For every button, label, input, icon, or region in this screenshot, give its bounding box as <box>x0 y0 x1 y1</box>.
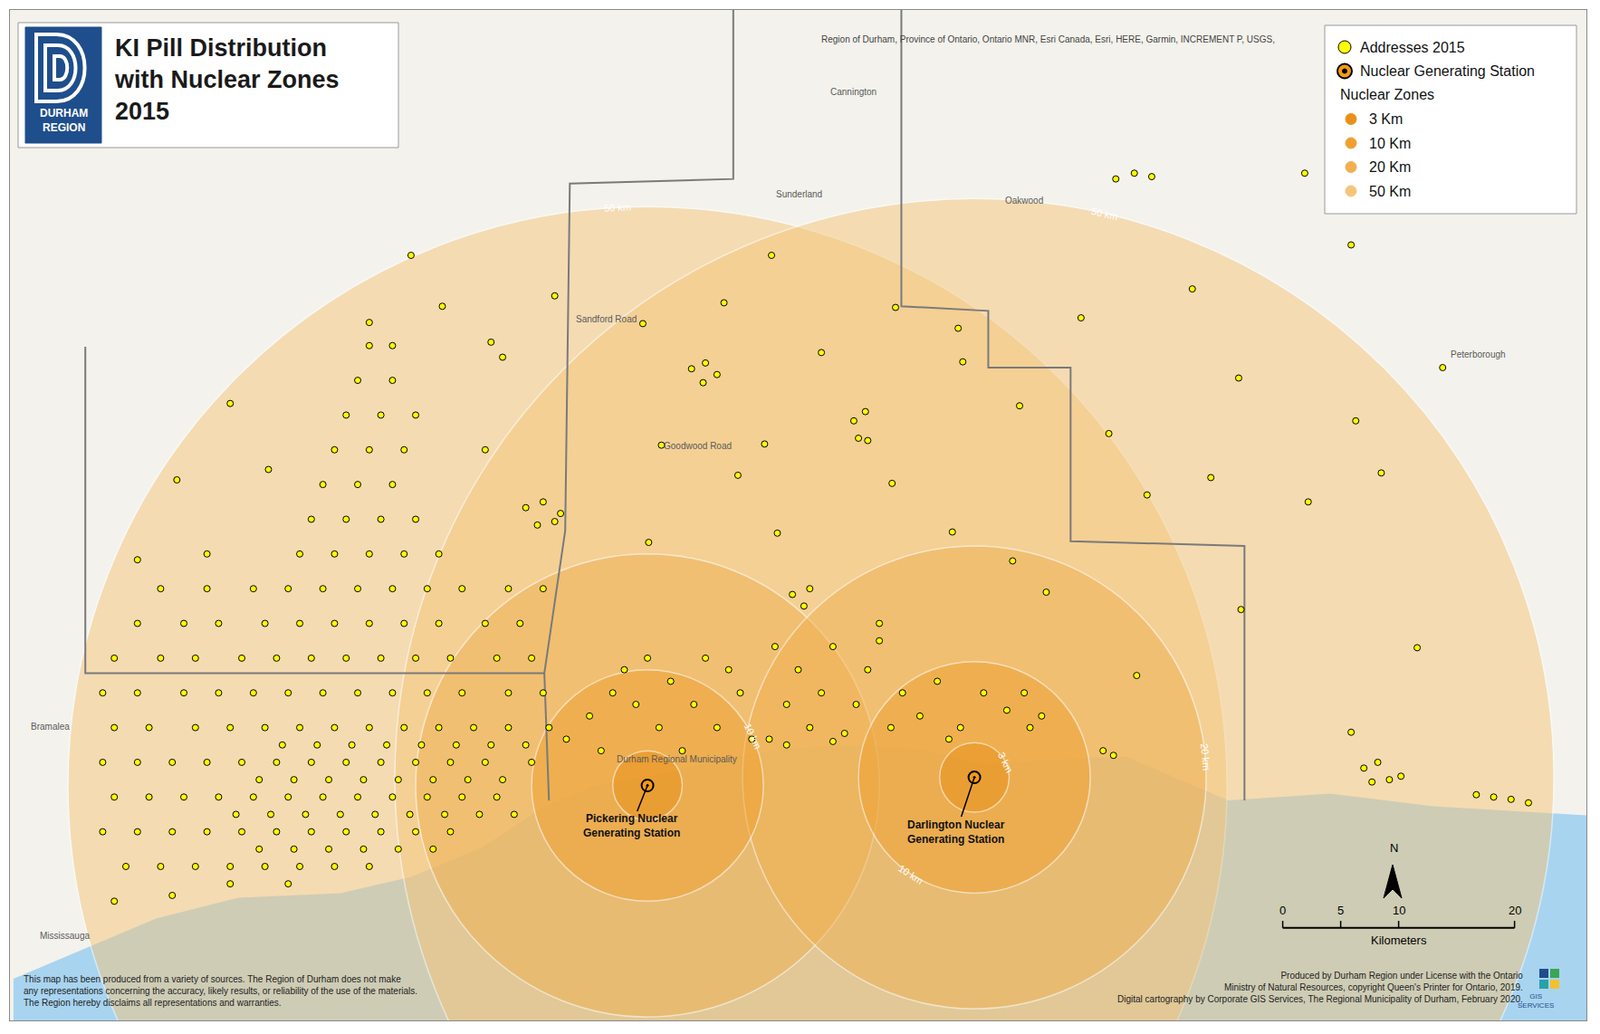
svg-text:Addresses 2015: Addresses 2015 <box>1360 39 1466 56</box>
svg-text:Pickering NuclearGenerating St: Pickering NuclearGenerating Station <box>583 812 681 840</box>
svg-text:N: N <box>1389 841 1399 855</box>
svg-text:Cannington: Cannington <box>830 86 877 97</box>
svg-text:Peterborough: Peterborough <box>1450 349 1506 360</box>
svg-text:50 km: 50 km <box>603 201 633 214</box>
svg-text:Sunderland: Sunderland <box>776 189 823 200</box>
svg-text:3 km: 3 km <box>996 750 1016 776</box>
svg-text:Durham Regional Municipality: Durham Regional Municipality <box>616 754 738 765</box>
svg-text:This map has been produced fro: This map has been produced from a variet… <box>23 974 418 1008</box>
svg-text:Darlington NuclearGenerating S: Darlington NuclearGenerating Station <box>907 818 1006 846</box>
svg-text:Produced by Durham Region unde: Produced by Durham Region under License … <box>1117 970 1524 1005</box>
svg-text:KI Pill Distributionwith Nucle: KI Pill Distributionwith Nuclear Zones20… <box>114 34 340 125</box>
svg-text:Region of Durham, Province of: Region of Durham, Province of Ontario, O… <box>821 34 1275 45</box>
svg-text:0: 0 <box>1279 903 1286 918</box>
svg-text:Kilometers: Kilometers <box>1370 933 1428 948</box>
svg-text:5: 5 <box>1337 903 1344 918</box>
svg-text:Mississauga: Mississauga <box>39 930 90 941</box>
svg-text:20 Km: 20 Km <box>1369 159 1411 175</box>
svg-text:50 km: 50 km <box>1090 205 1120 222</box>
svg-text:DURHAMREGION: DURHAMREGION <box>39 106 88 135</box>
svg-text:Nuclear Generating Station: Nuclear Generating Station <box>1360 63 1535 79</box>
svg-text:10: 10 <box>1392 903 1406 918</box>
svg-text:Bramalea: Bramalea <box>30 721 70 732</box>
svg-text:Goodwood Road: Goodwood Road <box>663 440 732 451</box>
svg-text:20: 20 <box>1508 903 1522 918</box>
svg-text:3 Km: 3 Km <box>1369 111 1403 127</box>
svg-text:Sandford Road: Sandford Road <box>575 314 637 325</box>
svg-text:50 Km: 50 Km <box>1369 183 1411 200</box>
svg-text:GISSERVICES: GISSERVICES <box>1517 992 1554 1010</box>
svg-text:20 km: 20 km <box>1198 743 1213 772</box>
svg-text:Oakwood: Oakwood <box>1005 195 1044 206</box>
svg-text:Nuclear Zones: Nuclear Zones <box>1340 86 1435 103</box>
svg-text:10 Km: 10 Km <box>1369 135 1411 152</box>
svg-text:10 km: 10 km <box>742 721 765 751</box>
svg-text:10 km: 10 km <box>896 862 926 887</box>
